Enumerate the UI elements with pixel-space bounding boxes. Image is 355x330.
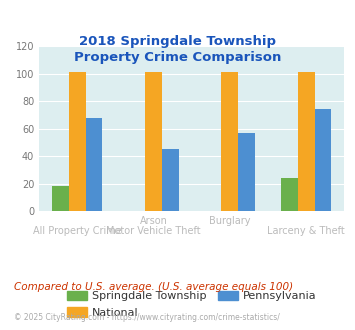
Text: 2018 Springdale Township
Property Crime Comparison: 2018 Springdale Township Property Crime … (74, 35, 281, 64)
Bar (145, 72, 162, 211)
Bar (315, 110, 331, 211)
Text: Compared to U.S. average. (U.S. average equals 100): Compared to U.S. average. (U.S. average … (14, 282, 293, 292)
Text: All Property Crime: All Property Crime (33, 226, 121, 236)
Text: Arson: Arson (140, 216, 168, 226)
Text: Larceny & Theft: Larceny & Theft (267, 226, 345, 236)
Bar (162, 149, 179, 211)
Text: Burglary: Burglary (209, 216, 251, 226)
Bar (238, 133, 255, 211)
Bar (69, 72, 86, 211)
Bar (86, 118, 102, 211)
Text: Motor Vehicle Theft: Motor Vehicle Theft (106, 226, 201, 236)
Bar (52, 186, 69, 211)
Bar (222, 72, 238, 211)
Bar (298, 72, 315, 211)
Legend: Springdale Township, National, Pennsylvania: Springdale Township, National, Pennsylva… (62, 286, 321, 322)
Text: © 2025 CityRating.com - https://www.cityrating.com/crime-statistics/: © 2025 CityRating.com - https://www.city… (14, 313, 280, 322)
Bar (281, 178, 298, 211)
